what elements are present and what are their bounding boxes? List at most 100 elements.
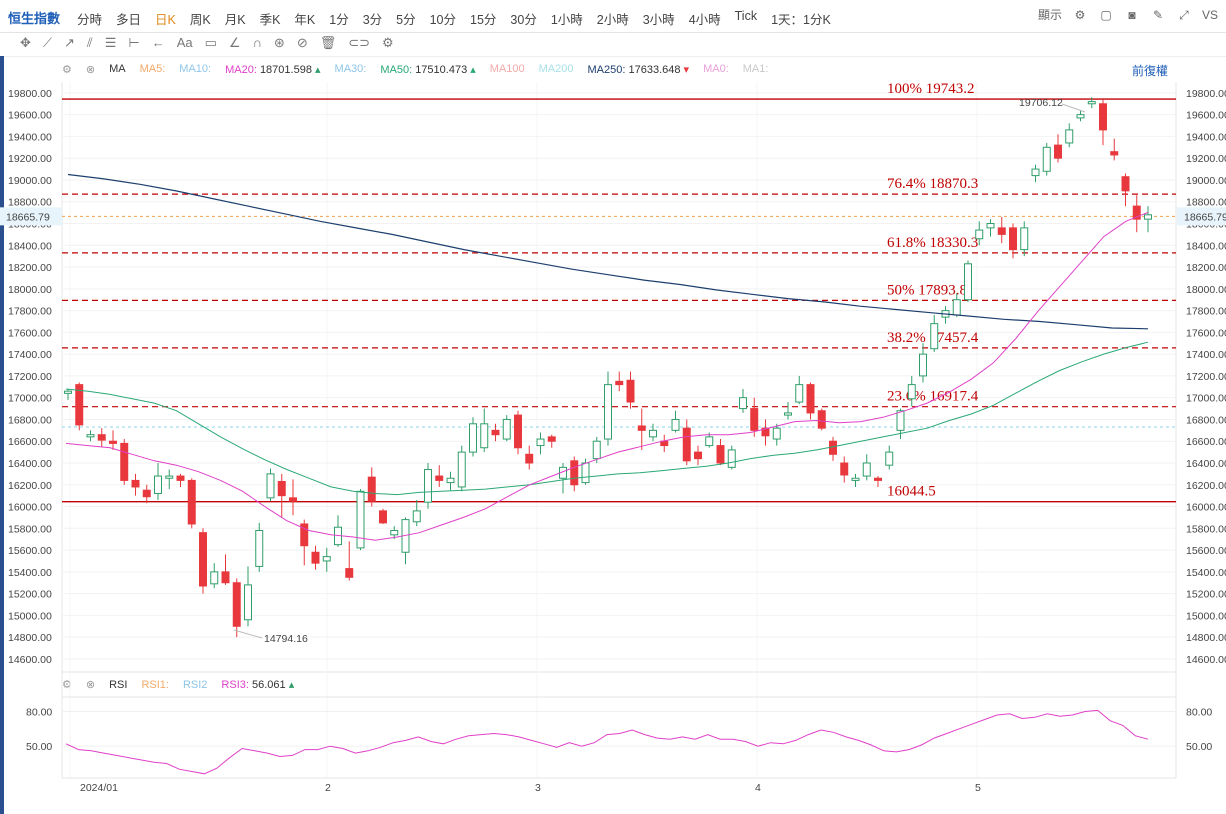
pen-icon[interactable]: ✎	[1152, 7, 1164, 22]
candle-body	[131, 479, 140, 488]
close-icon[interactable]: ⊗	[85, 679, 96, 691]
ma20-item: MA20: 18701.598 ▴	[225, 63, 321, 76]
candle-body	[907, 384, 916, 400]
period-tab[interactable]: 15分	[470, 13, 497, 27]
trendline-icon[interactable]: ⟋	[42, 35, 53, 50]
candle-body	[772, 427, 781, 440]
fib-icon[interactable]: ☰	[104, 35, 117, 50]
period-tab[interactable]: 日K	[155, 13, 176, 27]
candle-body	[199, 532, 207, 587]
candle-body	[716, 445, 725, 464]
candle-body	[277, 481, 286, 497]
last-price-label-left: 18665.79	[6, 211, 50, 223]
candle-body	[266, 473, 275, 499]
candle-body	[851, 477, 860, 481]
y-tick-label-right: 15000.00	[1186, 610, 1226, 622]
measure-icon[interactable]: ⊢	[128, 35, 140, 50]
y-tick-label-left: 15000.00	[8, 610, 52, 622]
candle-body	[671, 418, 680, 431]
ma50-line	[65, 341, 1149, 496]
candle-body	[536, 438, 545, 447]
low-label: 14794.16	[264, 633, 308, 645]
ma100-label: MA100	[489, 63, 525, 75]
period-tab[interactable]: 多日	[116, 13, 142, 27]
lock-icon[interactable]: ⊛	[273, 35, 285, 50]
color-square-icon[interactable]: ▢	[1100, 7, 1112, 22]
vs-button[interactable]: VS	[1201, 7, 1218, 22]
candle-body	[97, 434, 106, 441]
top-toolbar: 恒生指數 分時 多日 日K 周K 月K 季K 年K 1分 3分 5分 10分 15分 30分 1小時 2小時…	[0, 0, 1226, 33]
ma250-item: MA250: 17633.648 ▾	[587, 63, 690, 76]
ma200-label: MA200	[538, 63, 574, 75]
hide-icon[interactable]: ⊘	[296, 35, 308, 50]
ma50-value: 17510.473	[415, 63, 468, 76]
period-tab[interactable]: 年K	[294, 13, 316, 27]
candle-body	[469, 423, 477, 453]
candle-body	[1031, 168, 1040, 177]
y-tick-label-left: 18200.00	[8, 262, 52, 274]
y-tick-label-left: 16400.00	[8, 458, 52, 470]
candle-body	[862, 462, 871, 477]
y-tick-label-left: 19400.00	[8, 131, 52, 143]
y-tick-label-right: 17000.00	[1186, 393, 1226, 405]
period-tab[interactable]: 月K	[224, 13, 246, 27]
symbol-name[interactable]: 恒生指數	[8, 11, 61, 26]
candle-body	[1087, 101, 1096, 105]
rsi-tick-right: 80.00	[1186, 707, 1212, 719]
y-tick-label-left: 15400.00	[8, 567, 52, 579]
gear-icon[interactable]: ⚙	[62, 679, 72, 691]
link-icon[interactable]: ⊂⊃	[348, 35, 371, 50]
y-tick-label-right: 17800.00	[1186, 306, 1226, 318]
candle-body	[514, 414, 522, 449]
period-tab[interactable]: 10分	[429, 13, 457, 27]
candle-body	[345, 568, 354, 578]
adjust-toggle[interactable]: 前復權	[1131, 64, 1168, 78]
period-tab[interactable]: 周K	[189, 13, 211, 27]
period-tab[interactable]: 1分	[329, 13, 349, 27]
trash-icon[interactable]: 🗑	[319, 35, 337, 50]
fib-level-label: 100% 19743.2	[887, 81, 975, 97]
magnet-icon[interactable]: ∩	[252, 35, 262, 50]
comment-icon[interactable]: ▭	[204, 35, 217, 50]
y-tick-label-right: 18400.00	[1186, 240, 1226, 252]
period-tab[interactable]: 季K	[259, 13, 281, 27]
period-tab[interactable]: 30分	[510, 13, 537, 27]
drawing-toolbar: ✥ ⟋ ↗ ⫽ ☰ ⊢ ← Aa ▭ ∠ ∩ ⊛ ⊘ 🗑 ⊂⊃ ⚙	[0, 32, 1226, 57]
candle-body	[806, 384, 815, 414]
period-tab[interactable]: 分時	[77, 13, 103, 27]
y-tick-label-left: 14600.00	[8, 654, 52, 666]
gear-icon[interactable]: ⚙	[1074, 7, 1086, 22]
period-tab[interactable]: 5分	[396, 13, 416, 27]
candle-body	[795, 384, 804, 403]
period-tab[interactable]: 2小時	[596, 13, 629, 27]
close-icon[interactable]: ⊗	[85, 63, 96, 76]
fullscreen-icon[interactable]: ⤢	[1179, 7, 1189, 22]
y-tick-label-right: 17200.00	[1186, 371, 1226, 383]
crosshair-icon[interactable]: ✥	[20, 35, 31, 50]
last-price-box-right	[1177, 207, 1226, 226]
period-tab[interactable]: Tick	[734, 9, 758, 23]
y-tick-label-left: 19000.00	[8, 175, 52, 187]
period-tab[interactable]: 4小時	[688, 13, 721, 27]
period-tab[interactable]: 3小時	[642, 13, 675, 27]
text-icon[interactable]: Aa	[176, 35, 193, 50]
period-tab[interactable]: 1小時	[550, 13, 583, 27]
candle-body	[525, 453, 534, 464]
settings-icon[interactable]: ⚙	[382, 35, 394, 50]
ray-icon[interactable]: ↗	[64, 35, 75, 50]
ruler-icon[interactable]: ∠	[228, 35, 241, 50]
ma30-label: MA30:	[334, 63, 367, 75]
candle-body	[367, 476, 376, 502]
period-tab[interactable]: 3分	[362, 13, 383, 27]
fib-level-label: 16044.5	[887, 484, 936, 500]
period-tab[interactable]: 1天：1分K	[771, 13, 831, 27]
candle-body	[154, 475, 162, 494]
arrow-icon[interactable]: ←	[151, 35, 165, 50]
candle-body	[300, 523, 309, 547]
channel-icon[interactable]: ⫽	[86, 35, 93, 50]
gear-icon[interactable]: ⚙	[62, 63, 72, 76]
camera-icon[interactable]: ◙	[1128, 7, 1136, 22]
y-tick-label-left: 15600.00	[8, 545, 52, 557]
display-dropdown[interactable]: 顯示	[1037, 8, 1062, 22]
